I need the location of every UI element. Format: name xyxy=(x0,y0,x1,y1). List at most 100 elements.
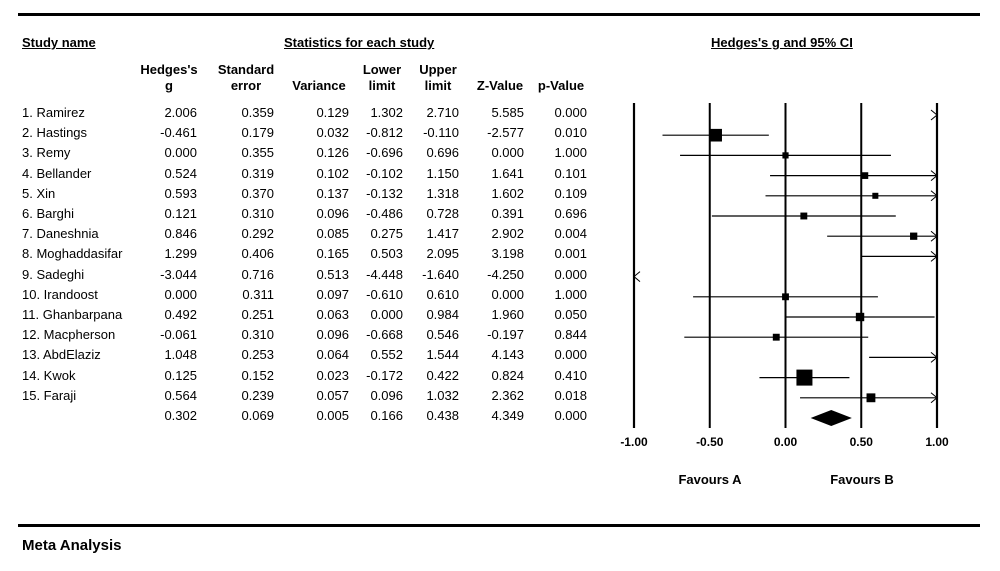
cell-standard-error: 0.359 xyxy=(241,105,274,120)
cell-variance: 0.057 xyxy=(316,387,349,403)
effect-marker xyxy=(866,393,876,403)
study-name: 13. AbdElaziz xyxy=(22,347,101,363)
cell-standard-error: 0.253 xyxy=(241,347,274,363)
cell-variance: 0.097 xyxy=(316,286,349,302)
cell-upper-limit: -0.110 xyxy=(423,125,459,141)
favours-right-label: Favours B xyxy=(830,472,894,487)
cell-z-value: 3.198 xyxy=(491,246,524,262)
x-tick-label: 0.50 xyxy=(850,435,874,449)
study-name: 10. Irandoost xyxy=(22,286,98,302)
cell-p-value: 0.050 xyxy=(554,307,587,322)
cell-variance: 0.023 xyxy=(316,367,349,383)
column-header-p-value: p-Value xyxy=(521,62,601,94)
cell-hedges-g: 0.000 xyxy=(164,286,197,302)
effect-marker xyxy=(709,128,722,142)
effect-marker xyxy=(772,333,780,341)
top-rule xyxy=(18,13,980,16)
study-name: 15. Faraji xyxy=(22,387,77,403)
cell-upper-limit: 2.095 xyxy=(426,246,459,262)
x-tick-label: 0.00 xyxy=(774,435,798,449)
cell-upper-limit: 0.546 xyxy=(426,327,459,343)
column-header-line2: g xyxy=(165,78,173,93)
study-name: 11. Ghanbarpana xyxy=(22,307,123,322)
study-name: 4. Bellander xyxy=(22,165,92,181)
column-header-line2: error xyxy=(230,78,262,93)
cell-variance: 0.032 xyxy=(316,125,349,141)
cell-p-value: 0.001 xyxy=(554,246,587,262)
effect-marker xyxy=(872,192,879,199)
cell-upper-limit: 0.728 xyxy=(426,206,459,221)
column-header-line1: Upper xyxy=(419,62,457,77)
effect-marker xyxy=(861,172,869,179)
ci-arrow-right xyxy=(930,190,938,202)
ci-arrow-right xyxy=(930,109,938,121)
ci-arrow-right xyxy=(930,230,938,242)
column-header-line2: Z-Value xyxy=(476,78,524,93)
cell-upper-limit: 0.438 xyxy=(426,408,459,423)
cell-hedges-g: 0.564 xyxy=(164,387,197,403)
column-header-standard-error: Standard error xyxy=(206,62,286,94)
cell-p-value: 0.109 xyxy=(554,185,587,201)
study-name: 5. Xin xyxy=(22,185,56,201)
cell-lower-limit: -0.172 xyxy=(366,367,403,383)
column-header-variance: Variance xyxy=(279,62,359,94)
cell-lower-limit: 0.552 xyxy=(370,347,403,363)
cell-standard-error: 0.319 xyxy=(241,165,274,181)
cell-z-value: 5.585 xyxy=(491,105,524,120)
cell-variance: 0.096 xyxy=(316,327,349,343)
cell-hedges-g: 1.048 xyxy=(164,347,197,363)
cell-z-value: 0.000 xyxy=(491,145,524,161)
cell-standard-error: 0.152 xyxy=(241,367,274,383)
cell-p-value: 1.000 xyxy=(554,286,587,302)
cell-p-value: 0.844 xyxy=(554,327,587,343)
plot-title: Hedges's g and 95% CI xyxy=(711,35,853,50)
cell-variance: 0.005 xyxy=(316,408,349,423)
cell-variance: 0.513 xyxy=(316,266,349,282)
cell-z-value: 0.391 xyxy=(491,206,524,221)
cell-p-value: 0.010 xyxy=(554,125,587,141)
cell-variance: 0.137 xyxy=(316,185,349,201)
cell-standard-error: 0.355 xyxy=(241,145,274,161)
cell-p-value: 0.018 xyxy=(554,387,587,403)
column-header-line2: Variance xyxy=(292,78,346,93)
cell-upper-limit: 1.417 xyxy=(426,226,459,242)
cell-variance: 0.165 xyxy=(316,246,349,262)
cell-lower-limit: -0.102 xyxy=(366,165,403,181)
study-name: 12. Macpherson xyxy=(22,327,116,343)
cell-hedges-g: 2.006 xyxy=(164,105,197,120)
cell-z-value: -4.250 xyxy=(487,266,524,282)
cell-standard-error: 0.311 xyxy=(242,286,274,302)
cell-hedges-g: -3.044 xyxy=(160,266,197,282)
cell-upper-limit: 1.318 xyxy=(426,185,459,201)
cell-standard-error: 0.370 xyxy=(241,185,274,201)
cell-upper-limit: 1.032 xyxy=(426,387,459,403)
cell-hedges-g: -0.061 xyxy=(160,327,197,343)
column-header-line2: limit xyxy=(368,78,396,93)
x-tick-label: -1.00 xyxy=(620,435,648,449)
cell-lower-limit: 1.302 xyxy=(370,105,403,120)
cell-lower-limit: 0.000 xyxy=(370,307,403,322)
cell-p-value: 0.004 xyxy=(554,226,587,242)
cell-upper-limit: 0.610 xyxy=(426,286,459,302)
column-header-line2: p-Value xyxy=(537,78,585,93)
column-header-upper-limit: Upper limit xyxy=(398,62,478,94)
bottom-rule xyxy=(18,524,980,527)
effect-marker xyxy=(796,369,813,386)
cell-upper-limit: 2.710 xyxy=(426,105,459,120)
cell-p-value: 0.410 xyxy=(554,367,587,383)
cell-p-value: 0.000 xyxy=(554,266,587,282)
study-name: 7. Daneshnia xyxy=(22,226,99,242)
cell-upper-limit: 0.984 xyxy=(426,307,459,322)
study-name: 14. Kwok xyxy=(22,367,76,383)
cell-hedges-g: 0.125 xyxy=(164,367,197,383)
cell-variance: 0.063 xyxy=(316,307,349,322)
cell-lower-limit: -0.486 xyxy=(366,206,403,221)
study-name: 3. Remy xyxy=(22,145,71,161)
effect-marker xyxy=(855,312,865,322)
effect-marker xyxy=(782,152,789,159)
cell-lower-limit: -0.132 xyxy=(366,185,403,201)
column-header-line2: limit xyxy=(424,78,452,93)
cell-p-value: 0.696 xyxy=(554,206,587,221)
cell-z-value: 1.960 xyxy=(491,307,524,322)
column-header-lower-limit: Lower limit xyxy=(342,62,422,94)
